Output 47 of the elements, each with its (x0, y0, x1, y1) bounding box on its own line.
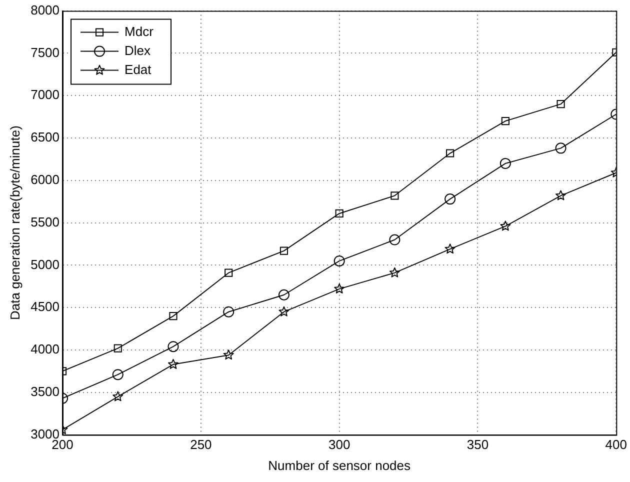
point (334, 255, 345, 266)
point (168, 341, 179, 352)
point (224, 268, 233, 277)
point (446, 149, 454, 158)
point (168, 358, 178, 369)
legend-label: Mdcr (124, 24, 154, 39)
y-tick-label: 6000 (30, 172, 60, 187)
y-tick-label: 7000 (30, 87, 60, 102)
x-tick-label: 350 (466, 437, 489, 452)
point (390, 192, 399, 200)
y-tick-label: 3500 (30, 384, 60, 399)
point (500, 220, 511, 231)
x-tick-label: 400 (605, 437, 628, 452)
x-tick-label: 250 (190, 437, 212, 452)
point (389, 234, 400, 246)
point (335, 209, 344, 218)
y-tick-label: 6500 (30, 130, 60, 145)
legend-label: Dlex (124, 42, 152, 58)
y-tick-label: 8000 (30, 2, 60, 18)
y-tick-label: 4000 (30, 342, 60, 357)
point (389, 267, 400, 278)
point (501, 117, 510, 126)
y-tick-label: 7500 (30, 44, 60, 60)
point (223, 350, 234, 360)
point (112, 369, 124, 380)
point (278, 289, 290, 300)
point (444, 244, 456, 254)
point (169, 312, 178, 320)
point (278, 306, 290, 316)
point (556, 190, 566, 200)
point (444, 194, 456, 205)
x-axis-title: Number of sensor nodes (268, 458, 412, 473)
point (556, 100, 565, 108)
y-axis-title: Data generation rate(byte/minute) (7, 126, 22, 320)
x-tick-label: 300 (328, 437, 350, 452)
y-tick-label: 5000 (30, 256, 60, 272)
point (555, 142, 566, 154)
legend-label: Edat (124, 62, 152, 77)
point (114, 344, 122, 352)
point (334, 283, 345, 294)
point (223, 306, 234, 318)
y-tick-label: 5500 (30, 214, 60, 230)
point (500, 158, 511, 169)
point (280, 246, 288, 255)
y-tick-label: 4500 (30, 299, 60, 314)
y-tick-label: 3000 (30, 426, 60, 442)
point (112, 391, 124, 402)
